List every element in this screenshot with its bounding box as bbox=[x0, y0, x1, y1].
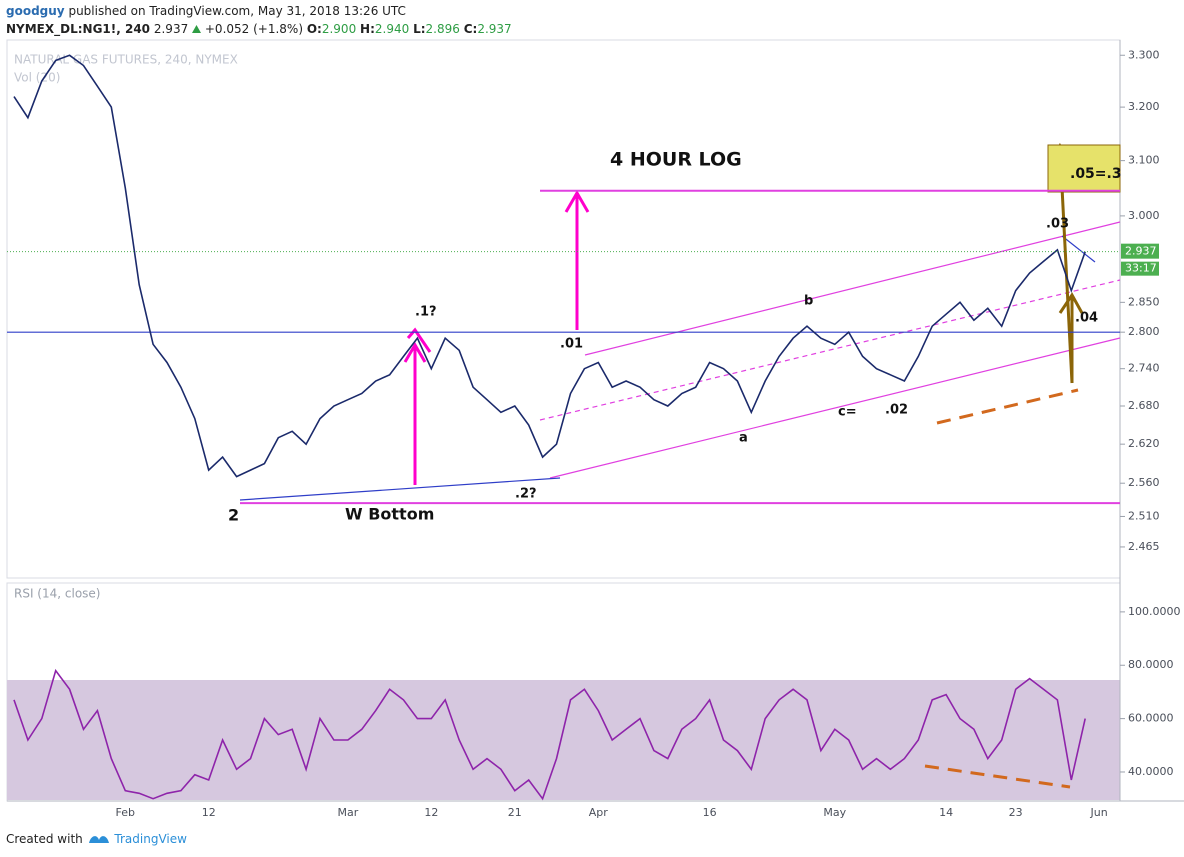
published: published on TradingView.com, May 31, 20… bbox=[68, 4, 406, 18]
ohlc-label: L: bbox=[413, 22, 426, 36]
y-tick-label: 3.100 bbox=[1128, 154, 1160, 167]
last: 2.937 bbox=[153, 22, 189, 36]
change: +0.052 (+1.8%) bbox=[204, 22, 304, 36]
price-badge: 2.937 bbox=[1125, 245, 1157, 258]
y-tick-label: 2.800 bbox=[1128, 325, 1160, 338]
annotation: .2? bbox=[515, 487, 537, 502]
channel-mid bbox=[539, 279, 1121, 421]
rsi-band bbox=[7, 680, 1120, 800]
annotation: .02 bbox=[885, 403, 908, 418]
annotation: .01 bbox=[560, 337, 583, 352]
countdown-bg bbox=[1121, 261, 1159, 276]
y-tick-label: 2.620 bbox=[1128, 437, 1160, 450]
x-tick-label: 12 bbox=[424, 806, 438, 819]
x-tick-label: Apr bbox=[589, 806, 609, 819]
x-tick-label: 12 bbox=[202, 806, 216, 819]
annotation: 2 bbox=[228, 506, 239, 525]
created: Created with bbox=[6, 832, 83, 846]
quote-line: NYMEX_DL:NG1!, 240 2.937 +0.052 (+1.8%) … bbox=[6, 22, 512, 36]
arrow bbox=[403, 342, 427, 485]
annotation: .1? bbox=[415, 305, 437, 320]
x-tick-label: 21 bbox=[508, 806, 522, 819]
volume-label: Vol (20) bbox=[14, 71, 60, 85]
ohlc-value: 2.937 bbox=[477, 22, 512, 36]
divergence bbox=[924, 764, 1071, 789]
logo bbox=[88, 836, 109, 843]
up-icon bbox=[192, 25, 202, 33]
x-tick-label: 16 bbox=[703, 806, 717, 819]
brand[interactable]: TradingView bbox=[114, 832, 187, 846]
y-tick-label: 3.200 bbox=[1128, 100, 1160, 113]
x-tick-label: Jun bbox=[1090, 806, 1108, 819]
footer: Created with TradingView bbox=[6, 831, 187, 846]
y-tick-label: 3.300 bbox=[1128, 48, 1160, 61]
channel-bottom bbox=[549, 337, 1121, 479]
annotation: .04 bbox=[1075, 311, 1098, 326]
x-tick-label: May bbox=[823, 806, 846, 819]
ohlc-value: 2.896 bbox=[425, 22, 460, 36]
trend-line bbox=[239, 477, 561, 501]
annotation: 4 HOUR LOG bbox=[610, 149, 742, 171]
countdown: 33:17 bbox=[1125, 262, 1157, 275]
annotation: a bbox=[739, 431, 748, 446]
series-line bbox=[13, 668, 1086, 801]
y-tick-label: 80.0000 bbox=[1128, 658, 1174, 671]
target-box bbox=[1047, 144, 1121, 193]
annotation: b bbox=[804, 294, 813, 309]
annotation: .03 bbox=[1046, 217, 1069, 232]
y-tick-label: 2.740 bbox=[1128, 362, 1160, 375]
rsi-label: RSI (14, close) bbox=[14, 587, 100, 601]
channel-top bbox=[584, 221, 1121, 356]
y-tick-label: 60.0000 bbox=[1128, 712, 1174, 725]
trend-line bbox=[1061, 235, 1096, 263]
x-tick-label: 14 bbox=[939, 806, 953, 819]
arrow bbox=[406, 327, 432, 353]
annotation: .05=.3 bbox=[1070, 166, 1122, 182]
y-tick-label: 3.000 bbox=[1128, 209, 1160, 222]
x-tick-label: Feb bbox=[116, 806, 135, 819]
symbol: NYMEX_DL:NG1!, 240 bbox=[6, 22, 151, 36]
x-tick-label: 23 bbox=[1009, 806, 1023, 819]
header-line: goodguy published on TradingView.com, Ma… bbox=[6, 4, 406, 18]
ohlc-value: 2.900 bbox=[321, 22, 357, 36]
series-line bbox=[13, 54, 1086, 478]
y-tick-label: 2.465 bbox=[1128, 540, 1160, 553]
ohlc-label: H: bbox=[360, 22, 375, 36]
price-panel bbox=[6, 39, 1121, 579]
y-tick-label: 2.510 bbox=[1128, 509, 1160, 522]
price-badge-bg bbox=[1121, 243, 1159, 259]
y-tick-label: 2.850 bbox=[1128, 295, 1160, 308]
arrow bbox=[564, 190, 590, 330]
ohlc-value: 2.940 bbox=[374, 22, 410, 36]
annotation: W Bottom bbox=[345, 505, 434, 524]
x-tick-label: Mar bbox=[337, 806, 358, 819]
user-name[interactable]: goodguy bbox=[6, 4, 65, 18]
y-tick-label: 2.560 bbox=[1128, 476, 1160, 489]
divergence bbox=[936, 388, 1079, 425]
ohlc-label: C: bbox=[463, 22, 478, 36]
y-tick-label: 100.0000 bbox=[1128, 605, 1181, 618]
symbol-watermark: NATURAL GAS FUTURES, 240, NYMEX bbox=[14, 53, 238, 67]
y-tick-label: 40.0000 bbox=[1128, 765, 1174, 778]
annotation: c= bbox=[838, 405, 857, 420]
y-tick-label: 2.680 bbox=[1128, 399, 1160, 412]
ohlc-label: O: bbox=[306, 22, 322, 36]
arrow bbox=[1058, 292, 1084, 383]
chart: NATURAL GAS FUTURES, 240, NYMEX Vol (20)… bbox=[6, 39, 1184, 819]
